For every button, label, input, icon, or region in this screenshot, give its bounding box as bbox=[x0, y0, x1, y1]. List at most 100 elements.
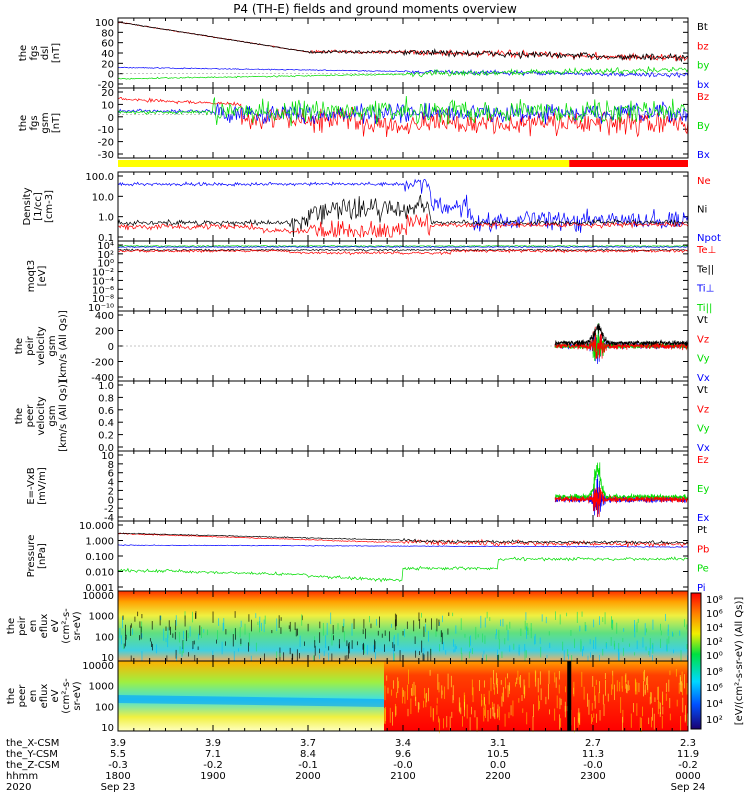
xaxis-x-5: 2.7 bbox=[585, 738, 601, 749]
ylabel-vi-0: the bbox=[14, 338, 25, 354]
ytick-temp-1: 10² bbox=[97, 250, 114, 261]
ytick-temp-3: 10⁻² bbox=[92, 268, 114, 279]
ylabel-fgs_dsl-0: the bbox=[18, 45, 29, 61]
xaxis-rowlabel-1: the_Y-CSM bbox=[6, 749, 58, 760]
ytick-fgs_dsl-2: 60 bbox=[101, 39, 114, 50]
colorbar-tick-ion-4: 10⁰ bbox=[706, 651, 723, 662]
series-viz bbox=[554, 326, 689, 360]
ytick-density-2: 1.0 bbox=[98, 213, 114, 224]
ylabel-fgs_gsm-0: the bbox=[18, 115, 29, 131]
xaxis-z-2: -0.1 bbox=[298, 760, 318, 771]
ytick-fgs_dsl-6: -20 bbox=[98, 80, 114, 91]
ytick-fgs_gsm-0: 20 bbox=[101, 88, 114, 99]
ylabel-vi-3: gsm bbox=[47, 335, 58, 356]
ylabel-pressure-1: [nPa] bbox=[37, 543, 48, 569]
xaxis-y-2: 8.4 bbox=[300, 749, 316, 760]
legend-efield-Ez: Ez bbox=[697, 455, 709, 466]
legend-fgs_dsl-Bt: Bt bbox=[697, 22, 708, 33]
colorbar-tick-ion-3: 10² bbox=[706, 637, 723, 648]
ytick-pressure-1: 1.000 bbox=[85, 537, 114, 548]
ytick-vi-1: 200 bbox=[95, 327, 114, 338]
ytick-ve-4: 0.2 bbox=[98, 431, 114, 442]
ytick-vi-2: 0 bbox=[108, 342, 114, 353]
ytick-density-1: 10.0 bbox=[92, 192, 114, 203]
ytick-ve-0: 1.0 bbox=[98, 381, 114, 392]
ylabel-ve-3: gsm bbox=[47, 405, 58, 426]
ytick-elec_spec-0: 10000 bbox=[82, 661, 114, 672]
ytick-vi-4: -400 bbox=[91, 373, 114, 384]
xaxis-hhmm-3: 2100 bbox=[390, 771, 415, 782]
xaxis-y-3: 9.6 bbox=[395, 749, 411, 760]
ytick-fgs_gsm-5: -30 bbox=[98, 150, 114, 161]
series-ni bbox=[117, 194, 689, 238]
panel-frame-fgs_gsm bbox=[117, 87, 689, 159]
elec-spec-gap bbox=[567, 661, 572, 731]
legend-density-Npot: Npot bbox=[697, 233, 721, 244]
ytick-ve-1: 0.8 bbox=[98, 393, 114, 404]
status-bar-yellow bbox=[118, 160, 570, 167]
colorbar-tick-elec-3: 10² bbox=[706, 715, 723, 726]
xaxis-date-6: Sep 24 bbox=[671, 782, 706, 793]
legend-pressure-Pb: Pb bbox=[697, 544, 709, 555]
ytick-vi-0: 400 bbox=[95, 311, 114, 322]
ylabel-ion_spec-2: en bbox=[28, 620, 39, 633]
ylabel-elec_spec-6: sr-eV) bbox=[72, 681, 83, 710]
xaxis-z-3: -0.0 bbox=[393, 760, 413, 771]
legend-fgs_gsm-By: By bbox=[697, 121, 710, 132]
colorbar-tick-elec-2: 10⁴ bbox=[706, 699, 723, 710]
xaxis-z-1: -0.2 bbox=[203, 760, 223, 771]
ytick-ion_spec-3: 10 bbox=[101, 653, 114, 664]
legend-pressure-Pi: Pi bbox=[697, 583, 706, 594]
ylabel-temp-1: [eV] bbox=[37, 266, 48, 287]
ylabel-efield-1: [mV/m] bbox=[37, 467, 48, 505]
ylabel-fgs_gsm-2: gsm bbox=[40, 112, 51, 133]
panel-frame-pressure bbox=[117, 520, 689, 592]
ytick-vi-3: -200 bbox=[91, 358, 114, 369]
xaxis-rowlabel-4: 2020 bbox=[6, 782, 31, 793]
ylabel-elec_spec-2: en bbox=[28, 690, 39, 703]
legend-pressure-Pt: Pt bbox=[697, 525, 707, 536]
ylabel-density-0: Density bbox=[22, 187, 33, 225]
xaxis-x-0: 3.9 bbox=[110, 738, 126, 749]
legend-ve-Vy: Vy bbox=[697, 424, 710, 435]
legend-fgs_gsm-Bz: Bz bbox=[697, 92, 709, 103]
legend-temp-Ti⊥: Ti⊥ bbox=[696, 284, 714, 295]
ytick-efield-6: -2 bbox=[104, 504, 114, 515]
ytick-pressure-4: 0.001 bbox=[85, 583, 114, 594]
ytick-density-3: 0.1 bbox=[98, 233, 114, 244]
legend-pressure-Pe: Pe bbox=[697, 564, 709, 575]
ylabel-fgs_gsm-1: fgs bbox=[29, 115, 40, 130]
colorbar-tick-ion-0: 10⁸ bbox=[706, 595, 723, 606]
ylabel-fgs_dsl-3: [nT] bbox=[51, 43, 62, 63]
series-pi bbox=[117, 544, 689, 548]
ytick-temp-5: 10⁻⁶ bbox=[92, 285, 114, 296]
xaxis-x-4: 3.1 bbox=[490, 738, 506, 749]
series-Bx bbox=[117, 101, 689, 125]
panel-frame-efield bbox=[117, 450, 689, 522]
legend-efield-Ex: Ex bbox=[697, 513, 709, 524]
legend-vi-Vz: Vz bbox=[697, 334, 709, 345]
series-ey bbox=[554, 462, 689, 502]
xaxis-hhmm-6: 0000 bbox=[675, 771, 700, 782]
xaxis-z-6: -0.2 bbox=[678, 760, 698, 771]
ytick-fgs_dsl-3: 40 bbox=[101, 49, 114, 60]
ytick-temp-7: 10⁻¹⁰ bbox=[88, 303, 114, 314]
ytick-ion_spec-0: 10000 bbox=[82, 591, 114, 602]
ytick-efield-0: 10 bbox=[101, 451, 114, 462]
ylabel-ion_spec-4: eV bbox=[50, 619, 61, 632]
xaxis-z-4: 0.0 bbox=[490, 760, 506, 771]
legend-temp-Te||: Te|| bbox=[696, 264, 714, 275]
xaxis-x-1: 3.9 bbox=[205, 738, 221, 749]
ylabel-elec_spec-3: eflux bbox=[39, 684, 50, 709]
series-By bbox=[117, 95, 689, 127]
xaxis-z-0: -0.3 bbox=[108, 760, 128, 771]
ion-spectrogram bbox=[118, 591, 688, 661]
legend-ve-Vx: Vx bbox=[697, 443, 710, 454]
ytick-temp-6: 10⁻⁸ bbox=[92, 294, 114, 305]
series-pt bbox=[117, 532, 689, 545]
colorbar-tick-ion-1: 10⁶ bbox=[706, 609, 723, 620]
legend-vi-Vx: Vx bbox=[697, 373, 710, 384]
xaxis-y-1: 7.1 bbox=[205, 749, 221, 760]
elec-spec-band bbox=[117, 695, 385, 707]
legend-fgs_dsl-by: by bbox=[697, 61, 709, 72]
